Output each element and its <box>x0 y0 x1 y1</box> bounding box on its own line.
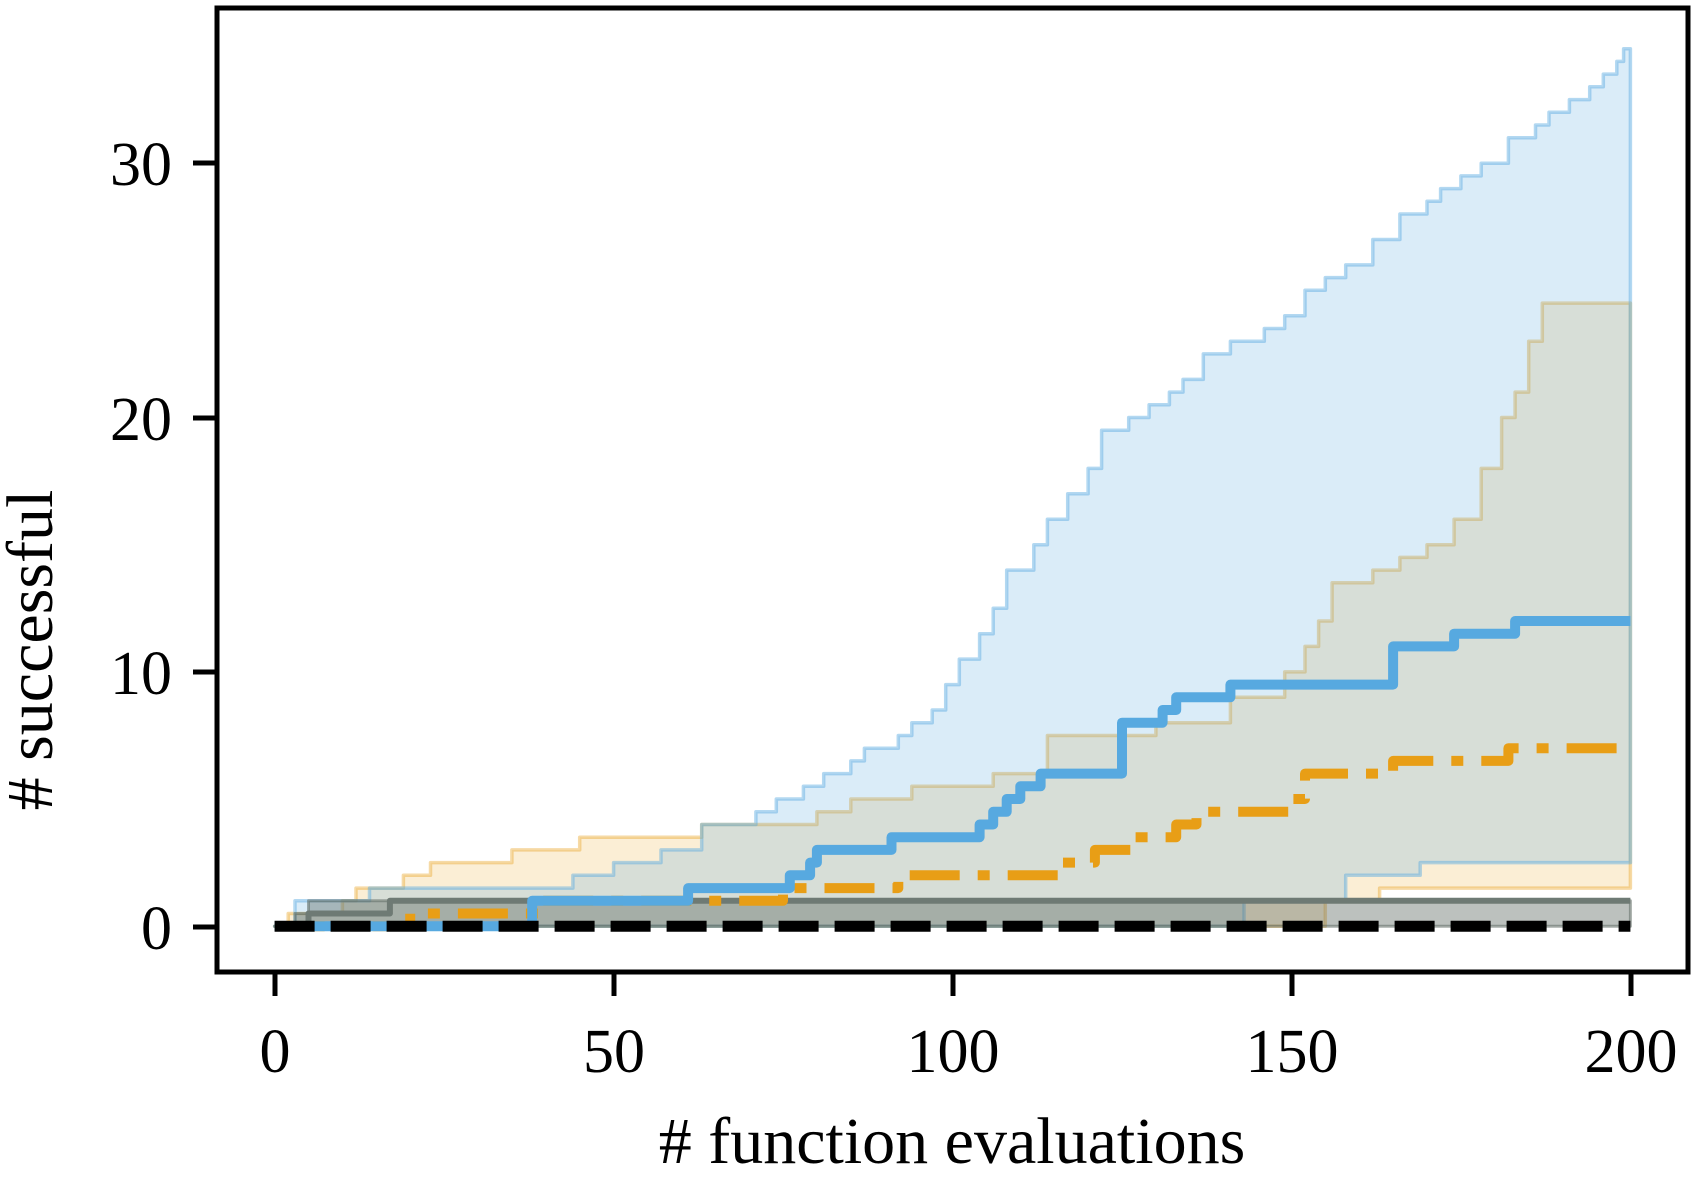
x-tick-label: 150 <box>1246 1018 1339 1086</box>
y-axis-tick-labels: 0 10 20 30 <box>110 131 172 963</box>
x-axis-ticks <box>272 972 1634 996</box>
x-tick-label: 200 <box>1585 1018 1678 1086</box>
x-axis-tick-labels: 0 50 100 150 200 <box>260 1018 1678 1086</box>
blue-solid-method-line <box>274 616 1631 932</box>
x-tick-label: 50 <box>583 1018 645 1086</box>
y-tick-label: 10 <box>110 640 172 708</box>
y-axis-title: # successful <box>0 490 67 811</box>
y-tick-label: 0 <box>141 895 172 963</box>
y-tick-label: 30 <box>110 131 172 199</box>
series-layer <box>272 46 1633 932</box>
blue-solid-method-confidence-band <box>272 46 1633 928</box>
x-axis-title: # function evaluations <box>659 1105 1246 1178</box>
x-tick-label: 0 <box>260 1018 291 1086</box>
y-tick-label: 20 <box>110 386 172 454</box>
y-axis-ticks <box>193 160 217 930</box>
x-tick-label: 100 <box>907 1018 1000 1086</box>
